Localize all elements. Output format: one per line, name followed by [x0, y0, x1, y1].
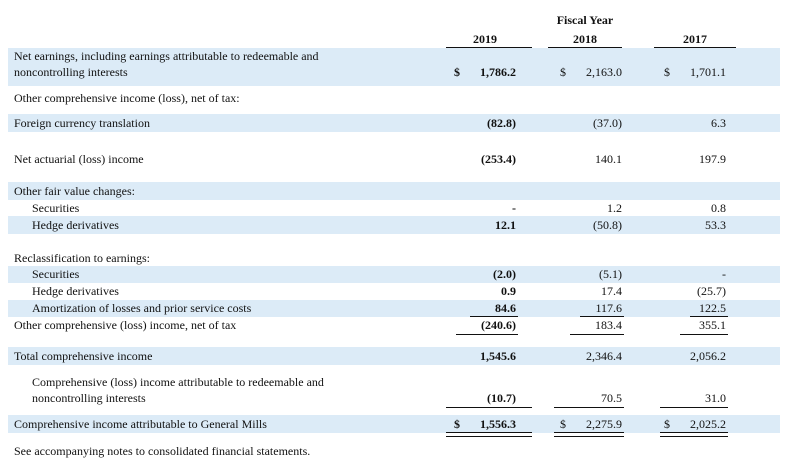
- ci-general-mills-label: Comprehensive income attributable to Gen…: [14, 417, 267, 431]
- reclass-hedge-2017: (25.7): [697, 284, 726, 298]
- dollar-sign-gm-2018: $: [560, 417, 566, 431]
- net-earnings-2019: 1,786.2: [480, 65, 516, 79]
- ci-redeemable-rule-2019: [446, 407, 532, 408]
- ci-redeemable-2019: (10.7): [487, 391, 516, 405]
- securities-2019: -: [512, 201, 516, 215]
- reclass-hedge-2019: 0.9: [501, 284, 516, 298]
- band-amortization: [8, 300, 780, 317]
- dollar-sign-2018: $: [560, 65, 566, 79]
- reclass-securities-2017: -: [722, 267, 726, 281]
- band-net-earnings: [8, 48, 780, 86]
- amortization-2018: 117.6: [595, 301, 622, 315]
- band-reclass-securities: [8, 266, 780, 283]
- securities-2018: 1.2: [607, 201, 622, 215]
- amortization-rule-2019: [470, 316, 518, 317]
- hedge-derivatives-2018: (50.8): [593, 218, 622, 232]
- band-hedge-derivatives: [8, 216, 780, 234]
- amortization-rule-2018: [580, 316, 624, 317]
- foreign-currency-2018: (37.0): [593, 116, 622, 130]
- oci-heading: Other comprehensive income (loss), net o…: [14, 91, 240, 105]
- hedge-derivatives-label: Hedge derivatives: [32, 218, 119, 232]
- net-actuarial-2019: (253.4): [481, 152, 516, 166]
- total-ci-2019: 1,545.6: [480, 349, 516, 363]
- amortization-2019: 84.6: [495, 301, 516, 315]
- net-earnings-2017: 1,701.1: [690, 65, 726, 79]
- gm-double-rule-2019: [446, 432, 532, 437]
- year-2017-header: 2017: [683, 32, 707, 46]
- reclass-heading: Reclassification to earnings:: [14, 251, 150, 265]
- net-actuarial-2018: 140.1: [595, 152, 622, 166]
- oci-total-rule-2017: [680, 334, 728, 335]
- oci-total-rule-2018: [570, 334, 624, 335]
- fiscal-year-header: Fiscal Year: [556, 13, 614, 27]
- dollar-sign-gm-2017: $: [664, 417, 670, 431]
- net-earnings-label-line2: noncontrolling interests: [14, 65, 128, 79]
- band-foreign-currency: [8, 114, 780, 132]
- reclass-securities-2019: (2.0): [493, 267, 516, 281]
- oci-total-rule-2019: [456, 334, 518, 335]
- oci-total-2019: (240.6): [481, 318, 516, 332]
- amortization-rule-2017: [690, 316, 728, 317]
- total-ci-2017: 2,056.2: [690, 349, 726, 363]
- ci-general-mills-2017: 2,025.2: [690, 417, 726, 431]
- hedge-derivatives-2019: 12.1: [495, 218, 516, 232]
- foreign-currency-label: Foreign currency translation: [14, 116, 150, 130]
- footnote: See accompanying notes to consolidated f…: [14, 444, 311, 458]
- reclass-hedge-2018: 17.4: [601, 284, 622, 298]
- ci-redeemable-2017: 31.0: [705, 391, 726, 405]
- amortization-2017: 122.5: [699, 301, 726, 315]
- securities-label: Securities: [32, 201, 80, 215]
- band-ci-general-mills: [8, 415, 780, 433]
- band-fair-value: [8, 182, 780, 200]
- band-total-ci: [8, 347, 780, 365]
- header-rule-2018: [548, 47, 622, 48]
- reclass-hedge-label: Hedge derivatives: [32, 284, 119, 298]
- gm-double-rule-2018: [554, 432, 624, 437]
- ci-general-mills-2018: 2,275.9: [586, 417, 622, 431]
- ci-general-mills-2019: 1,556.3: [480, 417, 516, 431]
- gm-double-rule-2017: [660, 432, 728, 437]
- ci-redeemable-2018: 70.5: [601, 391, 622, 405]
- fair-value-heading: Other fair value changes:: [14, 184, 135, 198]
- header-rule-2019: [446, 47, 532, 48]
- oci-total-2018: 183.4: [595, 318, 622, 332]
- securities-2017: 0.8: [711, 201, 726, 215]
- oci-total-2017: 355.1: [699, 318, 726, 332]
- ci-redeemable-rule-2018: [554, 407, 624, 408]
- net-actuarial-2017: 197.9: [699, 152, 726, 166]
- dollar-sign-2019: $: [454, 65, 460, 79]
- ci-redeemable-label-line1: Comprehensive (loss) income attributable…: [32, 375, 324, 389]
- net-actuarial-label: Net actuarial (loss) income: [14, 152, 144, 166]
- reclass-securities-2018: (5.1): [599, 267, 622, 281]
- oci-total-label: Other comprehensive (loss) income, net o…: [14, 318, 237, 332]
- amortization-label: Amortization of losses and prior service…: [32, 301, 252, 315]
- net-earnings-2018: 2,163.0: [586, 65, 622, 79]
- total-ci-label: Total comprehensive income: [14, 349, 153, 363]
- reclass-securities-label: Securities: [32, 267, 80, 281]
- ci-redeemable-label-line2: noncontrolling interests: [32, 391, 146, 405]
- foreign-currency-2019: (82.8): [487, 116, 516, 130]
- ci-redeemable-rule-2017: [660, 407, 728, 408]
- foreign-currency-2017: 6.3: [711, 116, 726, 130]
- hedge-derivatives-2017: 53.3: [705, 218, 726, 232]
- dollar-sign-gm-2019: $: [454, 417, 460, 431]
- header-rule-2017: [654, 47, 736, 48]
- dollar-sign-2017: $: [664, 65, 670, 79]
- year-2019-header: 2019: [473, 32, 497, 46]
- net-earnings-label-line1: Net earnings, including earnings attribu…: [14, 49, 319, 63]
- total-ci-2018: 2,346.4: [586, 349, 622, 363]
- year-2018-header: 2018: [573, 32, 597, 46]
